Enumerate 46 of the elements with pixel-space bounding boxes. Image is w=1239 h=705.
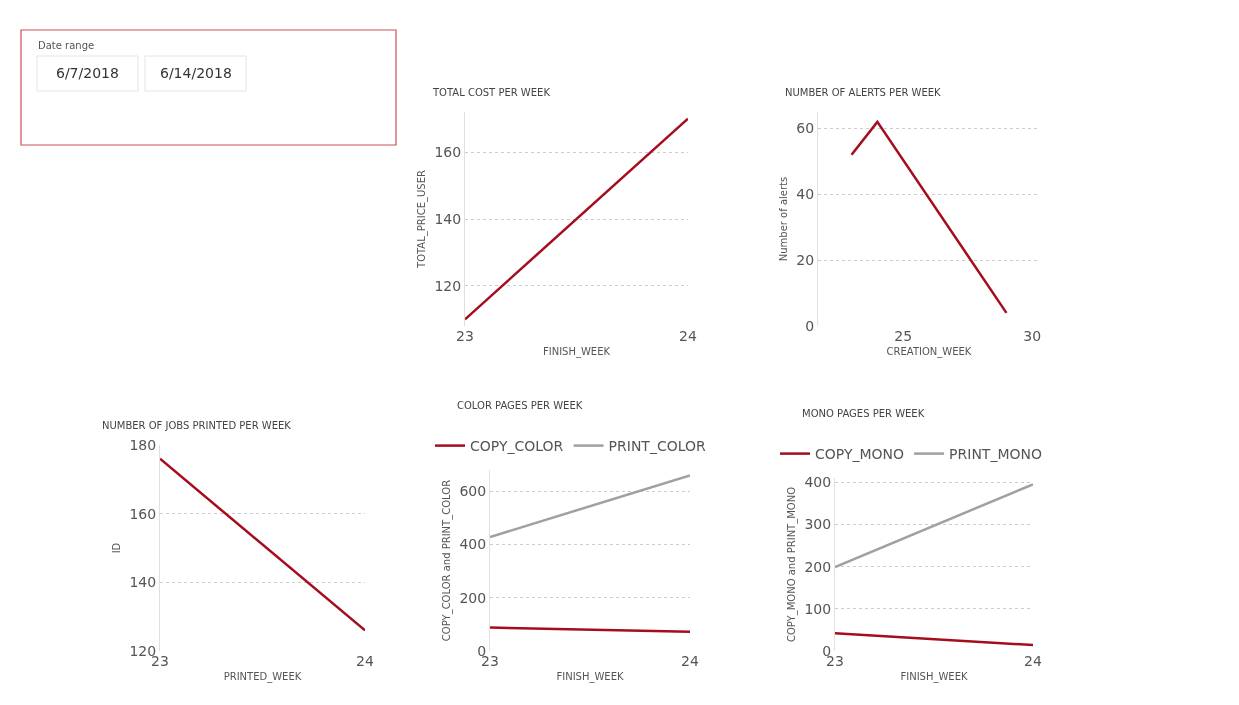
y-tick-label: 400 — [804, 474, 832, 491]
x-axis-title: FINISH_WEEK — [556, 670, 624, 683]
y-tick-label: 180 — [129, 436, 157, 453]
y-tick-label: 140 — [129, 574, 157, 591]
y-tick-label: 120 — [434, 277, 462, 294]
y-tick-label: 140 — [434, 210, 462, 227]
x-tick-label: 23 — [456, 328, 474, 344]
y-tick-label: 200 — [459, 589, 487, 606]
x-tick-label: 24 — [1024, 653, 1042, 669]
y-tick-label: 60 — [796, 120, 815, 137]
text: 6/14/2018 — [160, 65, 232, 81]
y-axis-title: TOTAL_PRICE_USER — [416, 170, 429, 269]
text: 6/7/2018 — [56, 65, 119, 81]
legend-label: COPY_MONO — [815, 446, 905, 463]
y-tick-label: 200 — [804, 558, 832, 575]
x-tick-label: 24 — [681, 653, 699, 669]
chart-title: COLOR PAGES PER WEEK — [457, 400, 583, 411]
chart-title: TOTAL COST PER WEEK — [432, 87, 551, 98]
chart-title: NUMBER OF ALERTS PER WEEK — [785, 87, 942, 98]
y-axis-title: ID — [111, 542, 123, 554]
y-tick-label: 300 — [804, 516, 832, 533]
x-axis-title: FINISH_WEEK — [542, 345, 611, 358]
legend-label: PRINT_COLOR — [608, 438, 707, 455]
x-axis-title: PRINTED_WEEK — [223, 670, 302, 683]
y-tick-label: 160 — [434, 144, 462, 161]
y-tick-label: 40 — [796, 186, 815, 203]
x-tick-label: 30 — [1023, 328, 1042, 344]
y-axis-title: COPY_MONO and PRINT_MONO — [786, 486, 799, 643]
y-tick-label: 0 — [805, 317, 815, 334]
x-tick-label: 25 — [894, 328, 913, 344]
legend-label: PRINT_MONO — [949, 446, 1042, 463]
x-axis-title: CREATION_WEEK — [886, 345, 972, 358]
text: Date range — [38, 40, 95, 51]
chart-title: MONO PAGES PER WEEK — [802, 408, 925, 419]
y-tick-label: 400 — [459, 536, 487, 553]
y-axis-title: COPY_COLOR and PRINT_COLOR — [441, 479, 454, 642]
x-tick-label: 24 — [356, 653, 374, 669]
y-tick-label: 600 — [459, 483, 487, 500]
x-tick-label: 24 — [679, 328, 697, 344]
chart-title: NUMBER OF JOBS PRINTED PER WEEK — [102, 420, 292, 431]
y-tick-label: 160 — [129, 505, 157, 522]
y-tick-label: 20 — [796, 252, 815, 269]
y-tick-label: 100 — [804, 600, 832, 617]
y-axis-title: Number of alerts — [778, 176, 790, 262]
legend-label: COPY_COLOR — [470, 438, 564, 455]
x-axis-title: FINISH_WEEK — [900, 670, 968, 683]
